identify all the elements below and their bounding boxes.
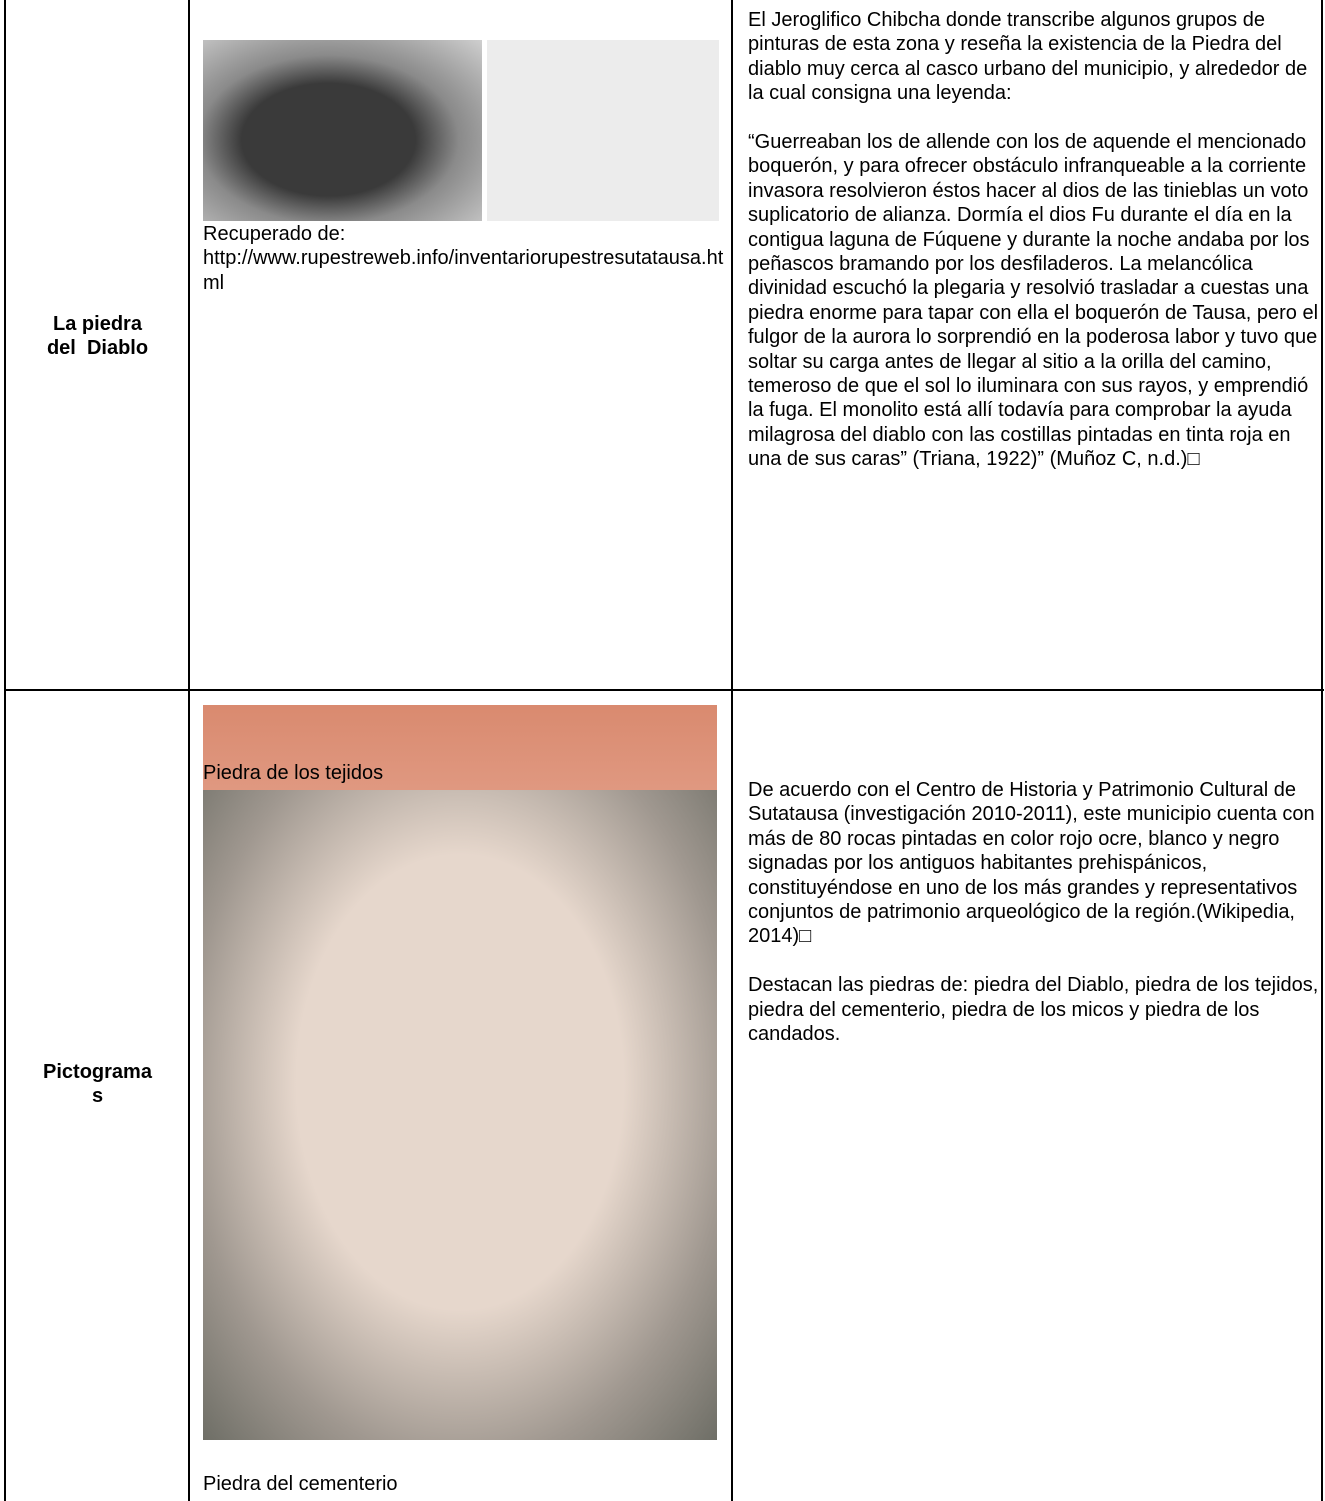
row-label: Pictograma s <box>6 1060 189 1108</box>
paragraph: “Guerreaban los de allende con los de aq… <box>748 131 1319 471</box>
drawing <box>487 40 719 221</box>
caption-line: http://www.rupestreweb.info/inventarioru… <box>203 247 724 294</box>
label-line: s <box>91 1085 104 1107</box>
border <box>4 689 1324 691</box>
border <box>4 0 6 1501</box>
caption-line: Recuperado de: <box>203 223 346 245</box>
label-line: del Diablo <box>46 337 149 359</box>
caption: Piedra del cementerio <box>203 1473 398 1495</box>
photo <box>203 790 717 1440</box>
caption: Piedra de los tejidos <box>203 762 384 784</box>
text-cell: De acuerdo con el Centro de Historia y P… <box>748 778 1323 1071</box>
row-label: La piedra del Diablo <box>6 312 189 360</box>
paragraph: De acuerdo con el Centro de Historia y P… <box>748 779 1315 948</box>
label-line: Pictograma <box>43 1061 152 1083</box>
caption: Recuperado de: http://www.rupestreweb.in… <box>203 222 728 295</box>
photo <box>203 40 482 221</box>
border <box>188 0 190 1501</box>
label-line: La piedra <box>53 313 142 335</box>
text-cell: El Jeroglifico Chibcha donde transcribe … <box>748 8 1323 496</box>
border <box>1321 0 1323 1501</box>
paragraph: Destacan las piedras de: piedra del Diab… <box>748 974 1319 1046</box>
border <box>731 0 733 1501</box>
paragraph: El Jeroglifico Chibcha donde transcribe … <box>748 9 1308 105</box>
